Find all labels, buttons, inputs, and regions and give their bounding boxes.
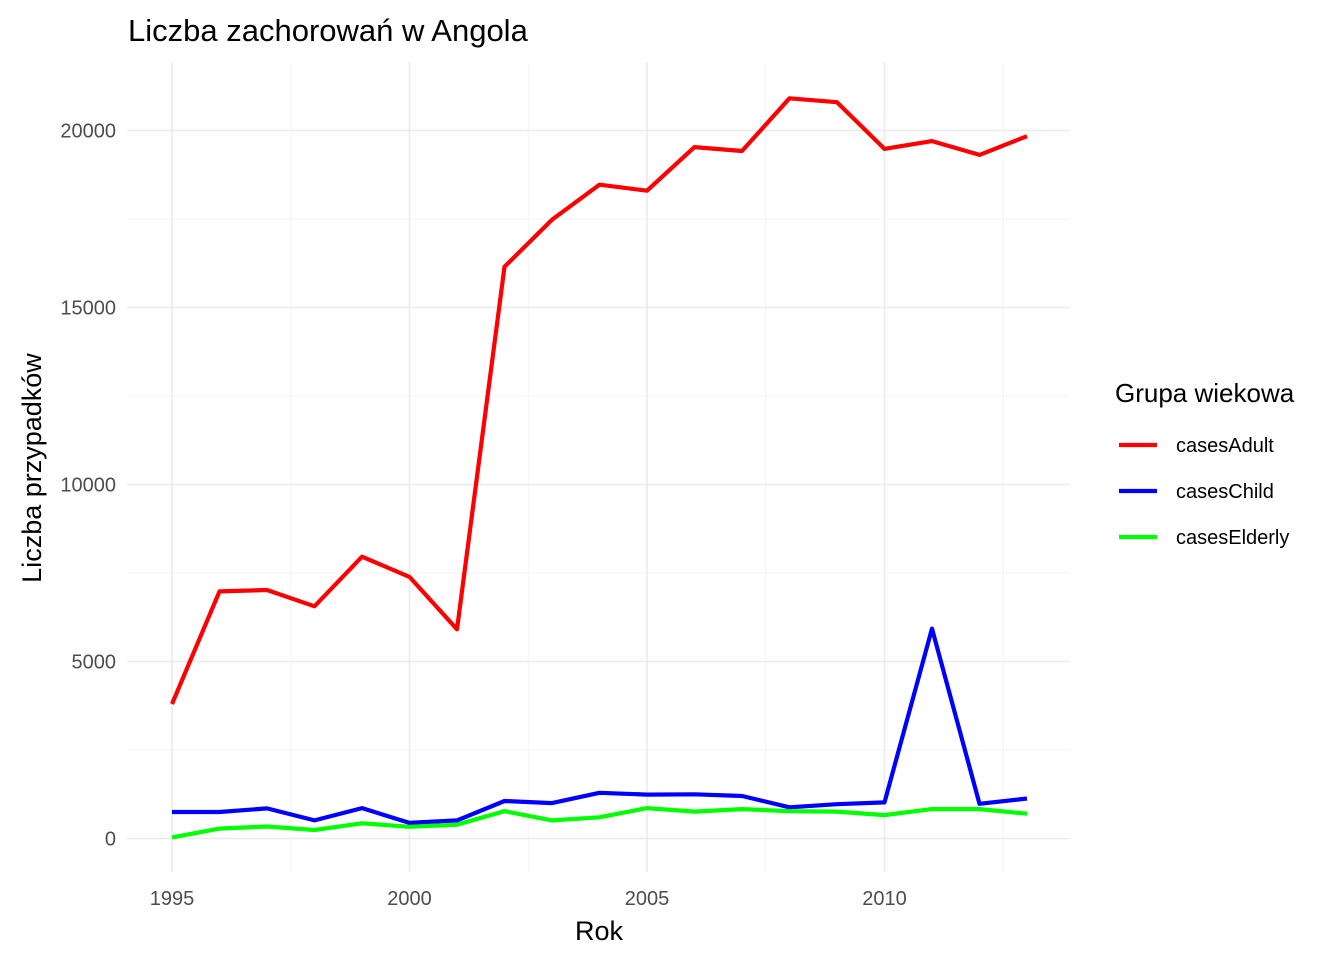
y-tick-label: 5000 [72, 652, 117, 674]
legend-label-casesChild: casesChild [1176, 481, 1274, 503]
series-line-casesAdult [170, 96, 1028, 705]
tick-labels: 1995 2000 2005 2010 0 5000 10000 15000 20000 [60, 121, 906, 911]
series-line-casesElderly [171, 805, 1028, 840]
x-tick-label: 1995 [150, 888, 195, 910]
y-axis-title: Liczba przypadków [17, 353, 47, 583]
legend-label-casesElderly: casesElderly [1176, 527, 1289, 549]
y-tick-label: 15000 [60, 298, 116, 320]
y-tick-label: 10000 [60, 475, 116, 497]
x-tick-label: 2010 [862, 888, 907, 910]
y-tick-label: 20000 [60, 121, 116, 143]
series-line-casesChild [172, 626, 1028, 826]
x-tick-label: 2000 [387, 888, 432, 910]
legend-label-casesAdult: casesAdult [1176, 435, 1274, 457]
legend-title: Grupa wiekowa [1115, 378, 1295, 408]
chart-title: Liczba zachorowań w Angola [128, 13, 529, 48]
grid [127, 62, 1070, 872]
legend: Grupa wiekowa casesAdult casesChild casesE… [1115, 378, 1295, 549]
x-axis-title: Rok [575, 916, 624, 946]
y-tick-label: 0 [105, 829, 116, 851]
series-lines [170, 96, 1028, 840]
x-tick-label: 2005 [625, 888, 670, 910]
